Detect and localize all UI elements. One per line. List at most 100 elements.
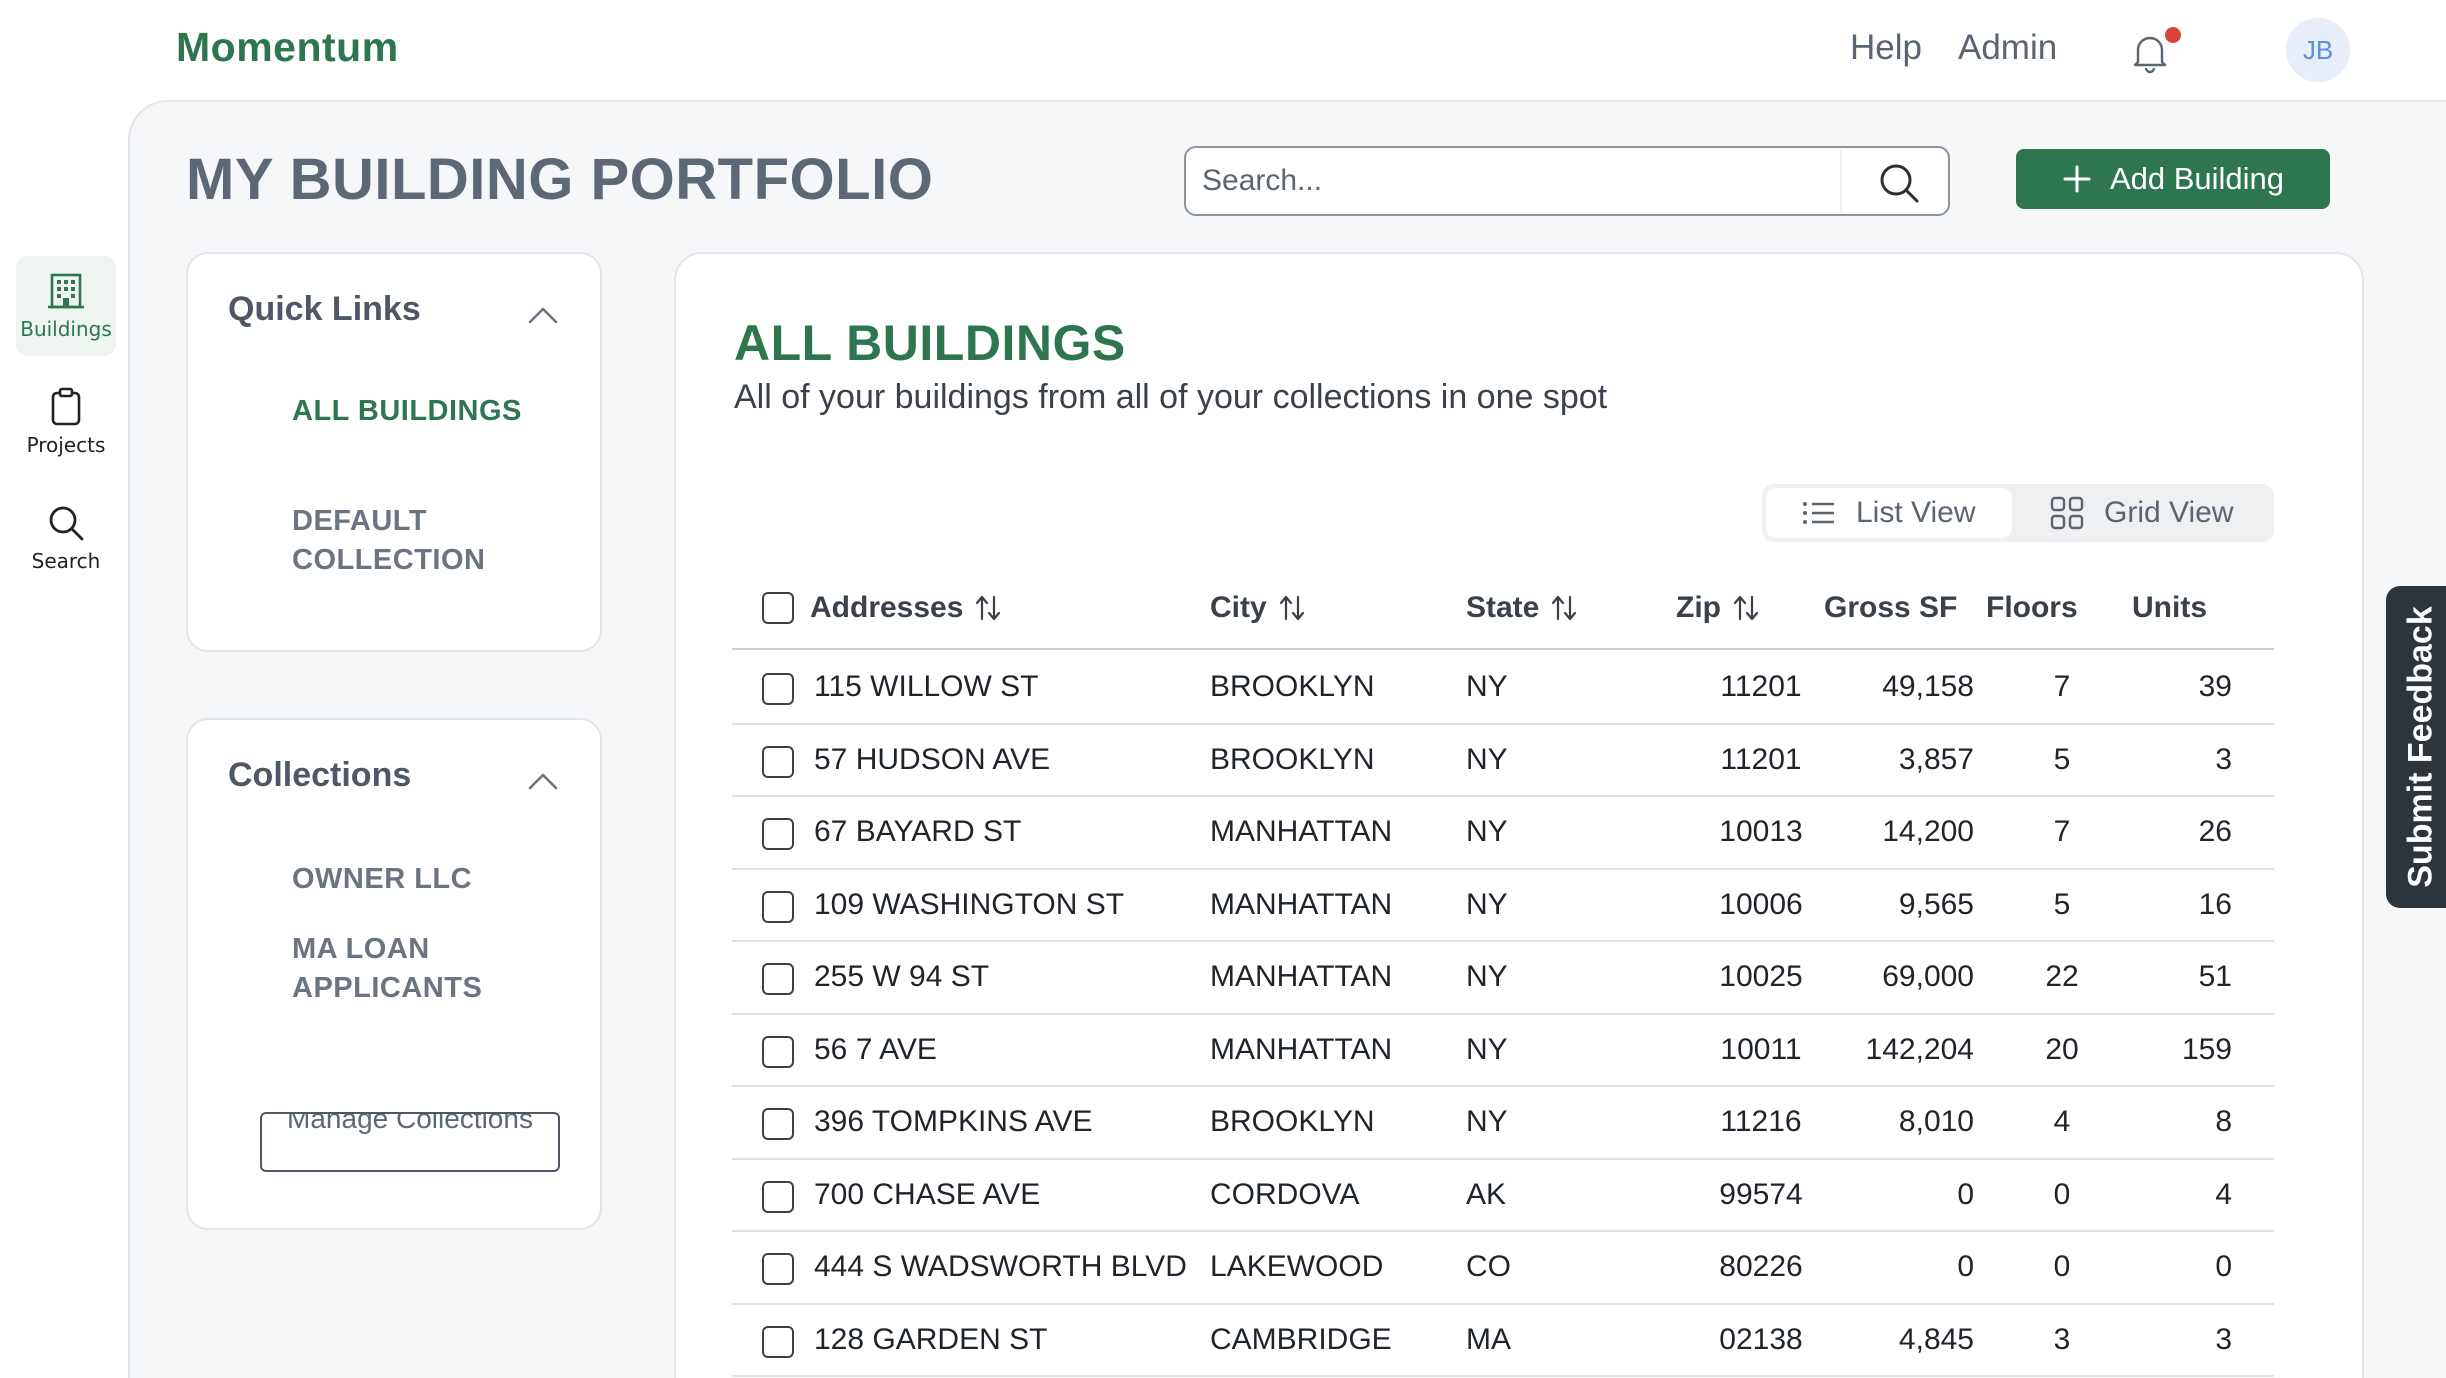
search-divider xyxy=(1840,150,1842,212)
cell-address: 115 WILLOW ST xyxy=(814,670,1039,703)
list-icon xyxy=(1803,502,1834,524)
grid-view-button[interactable]: Grid View xyxy=(2026,488,2270,538)
buildings-subtitle: All of your buildings from all of your c… xyxy=(734,378,1608,416)
column-header-floors: Floors xyxy=(1986,591,2078,624)
view-toggle: List View Grid View xyxy=(1762,484,2274,542)
column-label-zip: Zip xyxy=(1676,591,1721,624)
rail-label-buildings: Buildings xyxy=(20,317,112,341)
column-label-city: City xyxy=(1210,591,1267,624)
cell-address: 128 GARDEN ST xyxy=(814,1322,1048,1356)
submit-feedback-tab[interactable]: Submit Feedback xyxy=(2386,586,2446,908)
cell-city: MANHATTAN xyxy=(1210,815,1393,848)
cell-floors: 7 xyxy=(2053,815,2071,848)
search-icon xyxy=(49,506,84,541)
cell-gross-sf: 49,158 xyxy=(1882,670,1974,703)
avatar[interactable]: JB xyxy=(2286,18,2350,82)
column-header-addresses: Addresses xyxy=(762,568,1003,648)
cell-address: 67 BAYARD ST xyxy=(814,815,1022,848)
rail-item-search[interactable]: Search xyxy=(16,488,116,588)
row-checkbox[interactable] xyxy=(762,963,794,995)
cell-zip: 11216 xyxy=(1720,1105,1802,1138)
cell-state: MA xyxy=(1466,1322,1511,1356)
table-row[interactable]: 255 W 94 ST MANHATTAN NY 10025 69,000 22 51 xyxy=(732,942,2274,1015)
row-checkbox[interactable] xyxy=(762,745,794,778)
cell-floors: 22 xyxy=(2045,960,2079,993)
table-row[interactable]: 109 WASHINGTON ST MANHATTAN NY 10006 9,565 5 1… xyxy=(732,870,2274,942)
table-row[interactable]: 444 S WADSWORTH BLVD LAKEWOOD CO 80226 0 0 0 xyxy=(732,1232,2274,1305)
table-row[interactable]: 128 GARDEN ST CAMBRIDGE MA 02138 4,845 3 3 xyxy=(732,1305,2274,1377)
sort-icon[interactable] xyxy=(973,593,1003,623)
cell-address: 57 HUDSON AVE xyxy=(814,742,1051,776)
table-row[interactable]: 57 HUDSON AVE BROOKLYN NY 11201 3,857 5 3 xyxy=(732,725,2274,797)
column-header-gross-sf: Gross SF xyxy=(1824,591,1958,624)
cell-gross-sf: 0 xyxy=(1957,1177,1974,1211)
cell-city: MANHATTAN xyxy=(1210,960,1393,993)
cell-state: CO xyxy=(1466,1250,1511,1283)
table-row[interactable]: 396 TOMPKINS AVE BROOKLYN NY 11216 8,010 4 8 xyxy=(732,1087,2274,1160)
list-view-button[interactable]: List View xyxy=(1766,488,2012,538)
cell-zip: 02138 xyxy=(1719,1322,1803,1356)
row-checkbox[interactable] xyxy=(762,1253,794,1285)
column-header-zip: Zip xyxy=(1676,568,1761,648)
cell-units: 159 xyxy=(2181,1032,2232,1066)
cell-floors: 7 xyxy=(2053,670,2071,703)
search-icon[interactable] xyxy=(1876,160,1922,206)
table-row[interactable]: 700 CHASE AVE CORDOVA AK 99574 0 0 4 xyxy=(732,1160,2274,1232)
rail-item-projects[interactable]: Projects xyxy=(16,372,116,472)
cell-gross-sf: 69,000 xyxy=(1882,960,1974,993)
cell-address: 444 S WADSWORTH BLVD xyxy=(814,1250,1187,1283)
cell-gross-sf: 8,010 xyxy=(1898,1105,1974,1138)
cell-gross-sf: 142,204 xyxy=(1865,1032,1974,1066)
cell-units: 0 xyxy=(2215,1250,2232,1283)
cell-units: 16 xyxy=(2198,887,2232,921)
buildings-table-body: 115 WILLOW ST BROOKLYN NY 11201 49,158 7 39 57 … xyxy=(732,652,2274,1377)
cell-zip: 10013 xyxy=(1719,815,1803,848)
table-row[interactable]: 115 WILLOW ST BROOKLYN NY 11201 49,158 7 39 xyxy=(732,652,2274,725)
plus-icon xyxy=(2063,165,2091,193)
sort-icon[interactable] xyxy=(1549,593,1579,623)
select-all-checkbox[interactable] xyxy=(762,592,794,624)
cell-city: MANHATTAN xyxy=(1210,887,1393,921)
row-checkbox[interactable] xyxy=(762,673,794,705)
submit-feedback-label: Submit Feedback xyxy=(2401,606,2440,888)
cell-gross-sf: 4,845 xyxy=(1898,1322,1974,1356)
brand-logo[interactable]: Momentum xyxy=(176,24,399,70)
cell-address: 255 W 94 ST xyxy=(814,960,990,993)
grid-view-label: Grid View xyxy=(2104,496,2234,529)
cell-gross-sf: 9,565 xyxy=(1898,887,1974,921)
collection-owner-llc[interactable]: OWNER LLC xyxy=(292,863,473,895)
table-row[interactable]: 67 BAYARD ST MANHATTAN NY 10013 14,200 7 26 xyxy=(732,797,2274,870)
bell-icon[interactable] xyxy=(2130,30,2170,74)
sort-icon[interactable] xyxy=(1731,593,1761,623)
quick-link-default-collection[interactable]: DEFAULT COLLECTION xyxy=(292,505,486,576)
cell-address: 109 WASHINGTON ST xyxy=(814,887,1125,921)
admin-link[interactable]: Admin xyxy=(1958,28,2058,67)
row-checkbox[interactable] xyxy=(762,1035,794,1068)
quick-link-all-buildings[interactable]: ALL BUILDINGS xyxy=(292,395,522,427)
row-checkbox[interactable] xyxy=(762,1108,794,1140)
quick-links-card: Quick Links ALL BUILDINGS DEFAULT COLLEC… xyxy=(186,252,602,652)
help-link[interactable]: Help xyxy=(1850,28,1922,67)
column-label-addresses: Addresses xyxy=(810,591,964,624)
table-row[interactable]: 56 7 AVE MANHATTAN NY 10011 142,204 20 159 xyxy=(732,1015,2274,1087)
cell-state: NY xyxy=(1466,887,1508,921)
search-input[interactable] xyxy=(1202,148,1842,214)
cell-zip: 10011 xyxy=(1720,1032,1802,1066)
rail-item-buildings[interactable]: Buildings xyxy=(16,256,116,356)
collection-ma-loan-applicants[interactable]: MA LOAN APPLICANTS xyxy=(292,933,483,1004)
cell-city: BROOKLYN xyxy=(1210,1105,1375,1138)
sort-icon[interactable] xyxy=(1277,593,1307,623)
chevron-up-icon[interactable] xyxy=(526,304,560,326)
column-header-state: State xyxy=(1466,568,1579,648)
cell-zip: 11201 xyxy=(1720,670,1802,703)
row-checkbox[interactable] xyxy=(762,1325,794,1358)
row-checkbox[interactable] xyxy=(762,1180,794,1213)
row-checkbox[interactable] xyxy=(762,890,794,923)
cell-floors: 0 xyxy=(2053,1250,2071,1283)
cell-state: AK xyxy=(1466,1177,1507,1211)
manage-collections-button[interactable]: Manage Collections xyxy=(260,1112,560,1172)
add-building-button[interactable]: Add Building xyxy=(2016,149,2330,209)
chevron-up-icon[interactable] xyxy=(526,770,560,792)
cell-gross-sf: 3,857 xyxy=(1898,742,1974,776)
row-checkbox[interactable] xyxy=(762,818,794,850)
